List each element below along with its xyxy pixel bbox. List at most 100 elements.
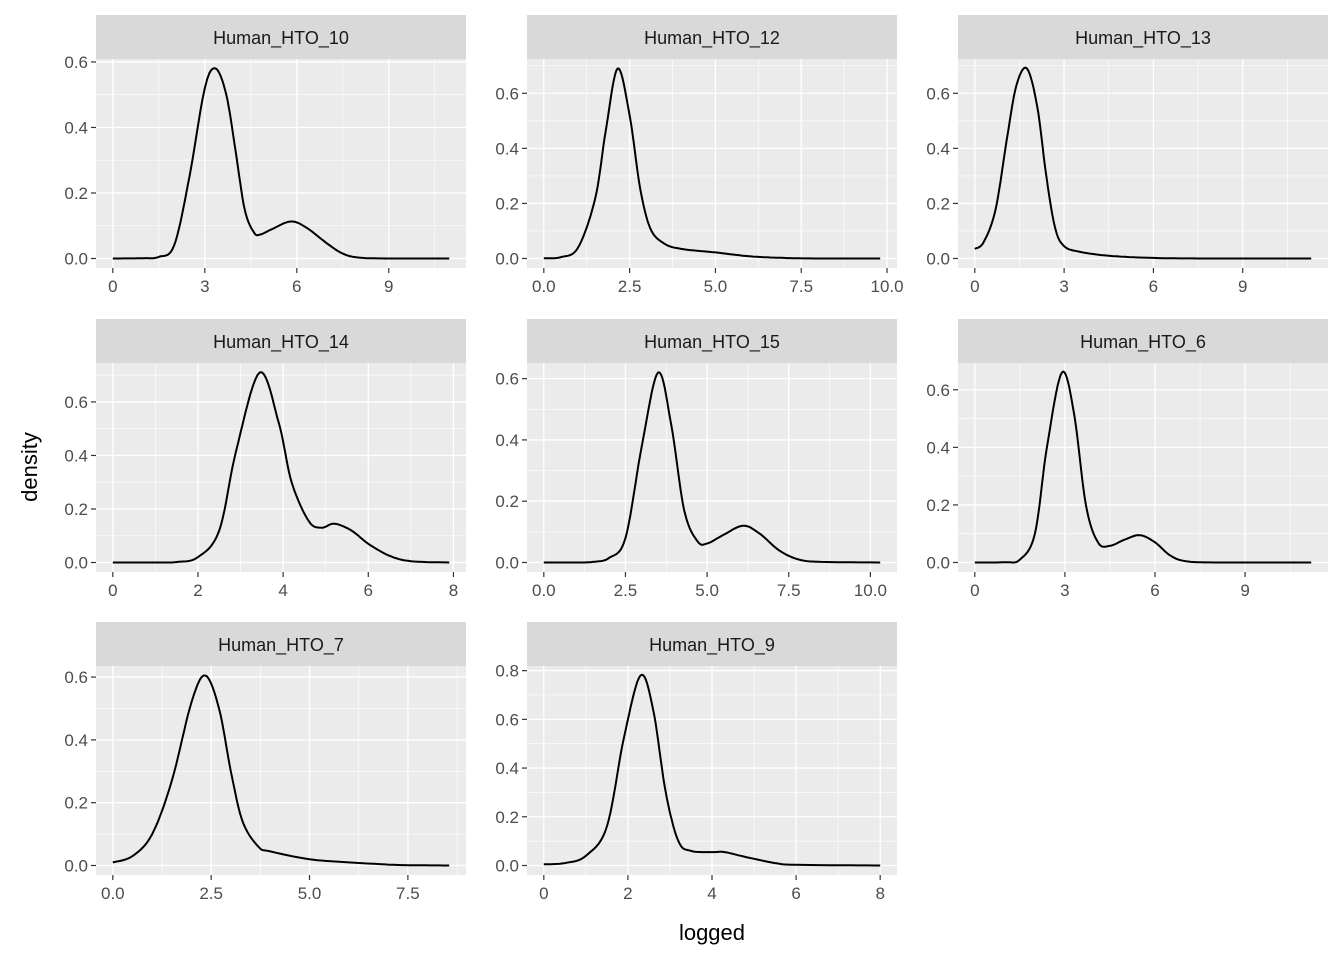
x-tick-label: 9 [1240,581,1249,600]
y-tick-label: 0.4 [495,139,519,158]
x-tick-label: 6 [1149,277,1158,296]
panel-background [958,59,1328,268]
x-tick-label: 2 [193,581,202,600]
y-tick-label: 0.6 [64,668,88,687]
density-curve [974,370,1312,564]
facet-strip [96,622,466,666]
facet-title: Human_HTO_13 [1075,28,1211,49]
x-tick-label: 10.0 [870,277,903,296]
y-tick-label: 0.4 [926,438,950,457]
x-tick-label: 5.0 [695,581,719,600]
x-tick-label: 6 [364,581,373,600]
y-tick-label: 0.4 [64,446,88,465]
x-tick-label: 4 [278,581,287,600]
density-curve [543,67,881,260]
facet-title: Human_HTO_10 [213,28,349,49]
y-tick-label: 0.0 [495,554,519,573]
x-tick-label: 0 [970,581,979,600]
y-tick-label: 0.4 [926,139,950,158]
x-tick-label: 5.0 [298,884,322,903]
panel-background [96,363,466,572]
y-tick-label: 0.6 [495,84,519,103]
y-tick-label: 0.2 [495,194,519,213]
x-tick-label: 5.0 [704,277,728,296]
x-tick-label: 2.5 [199,884,223,903]
x-tick-label: 4 [707,884,716,903]
facet-strip [96,15,466,59]
facet-strip [527,15,897,59]
y-tick-label: 0.0 [926,250,950,269]
x-tick-label: 9 [1238,277,1247,296]
panel-background [958,363,1328,572]
x-tick-label: 9 [384,277,393,296]
y-tick-label: 0.6 [926,84,950,103]
y-tick-label: 0.2 [926,194,950,213]
density-curve [112,67,450,260]
x-tick-label: 0 [108,581,117,600]
facet-title: Human_HTO_7 [218,635,344,656]
x-tick-label: 6 [1150,581,1159,600]
x-tick-label: 10.0 [854,581,887,600]
y-tick-label: 0.0 [64,857,88,876]
x-tick-label: 7.5 [777,581,801,600]
y-tick-label: 0.2 [926,496,950,515]
x-tick-label: 6 [791,884,800,903]
x-tick-label: 2.5 [614,581,638,600]
x-tick-label: 7.5 [789,277,813,296]
panel-background [96,666,466,875]
facet-strip [527,622,897,666]
y-tick-label: 0.6 [64,393,88,412]
density-curve [543,371,881,564]
density-curve [543,673,881,867]
facet-title: Human_HTO_15 [644,332,780,353]
y-axis-title: density [17,432,42,502]
y-tick-label: 0.2 [64,500,88,519]
facet-panel: Human_HTO_10 0 3 6 9 0.0 0.2 0.4 0.6 [64,15,466,296]
y-tick-label: 0.6 [495,370,519,389]
facet-panel: Human_HTO_15 0.0 2.5 5.0 7.5 10.0 0.0 0.2 0.4 0.6 [495,319,897,600]
x-tick-label: 2.5 [618,277,642,296]
panel-background [96,59,466,268]
x-tick-label: 0.0 [101,884,125,903]
y-tick-label: 0.4 [495,759,519,778]
facet-panels: Human_HTO_10 0 3 6 9 0.0 0.2 0.4 0.6 Human_HTO_12… [64,15,1328,903]
x-tick-label: 3 [200,277,209,296]
y-tick-label: 0.6 [926,381,950,400]
y-tick-label: 0.8 [495,662,519,681]
x-tick-label: 7.5 [396,884,420,903]
x-tick-label: 0 [108,277,117,296]
y-tick-label: 0.2 [495,808,519,827]
x-tick-label: 3 [1060,581,1069,600]
x-tick-label: 2 [623,884,632,903]
x-tick-label: 8 [875,884,884,903]
x-tick-label: 0.0 [532,277,556,296]
facet-panel: Human_HTO_7 0.0 2.5 5.0 7.5 0.0 0.2 0.4 0.6 [64,622,466,903]
facet-panel: Human_HTO_9 0 2 4 6 8 0.0 0.2 0.4 0.6 0.8 [495,622,897,903]
x-tick-label: 8 [449,581,458,600]
facet-strip [958,319,1328,363]
y-tick-label: 0.0 [495,250,519,269]
y-tick-label: 0.0 [64,554,88,573]
y-tick-label: 0.2 [495,492,519,511]
facet-title: Human_HTO_12 [644,28,780,49]
panel-background [527,363,897,572]
y-tick-label: 0.4 [64,118,88,137]
y-tick-label: 0.2 [64,794,88,813]
density-curve [112,371,450,564]
y-tick-label: 0.4 [64,731,88,750]
y-tick-label: 0.4 [495,431,519,450]
y-tick-label: 0.0 [926,554,950,573]
facet-panel: Human_HTO_13 0 3 6 9 0.0 0.2 0.4 0.6 [926,15,1328,296]
y-tick-label: 0.0 [64,250,88,269]
x-axis-title: logged [679,920,745,945]
density-curve [112,674,450,867]
facet-title: Human_HTO_6 [1080,332,1206,353]
x-tick-label: 6 [292,277,301,296]
facet-strip [958,15,1328,59]
facet-strip [96,319,466,363]
x-tick-label: 3 [1059,277,1068,296]
facet-panel: Human_HTO_14 0 2 4 6 8 0.0 0.2 0.4 0.6 [64,319,466,600]
facet-title: Human_HTO_14 [213,332,349,353]
facet-panel: Human_HTO_6 0 3 6 9 0.0 0.2 0.4 0.6 [926,319,1328,600]
